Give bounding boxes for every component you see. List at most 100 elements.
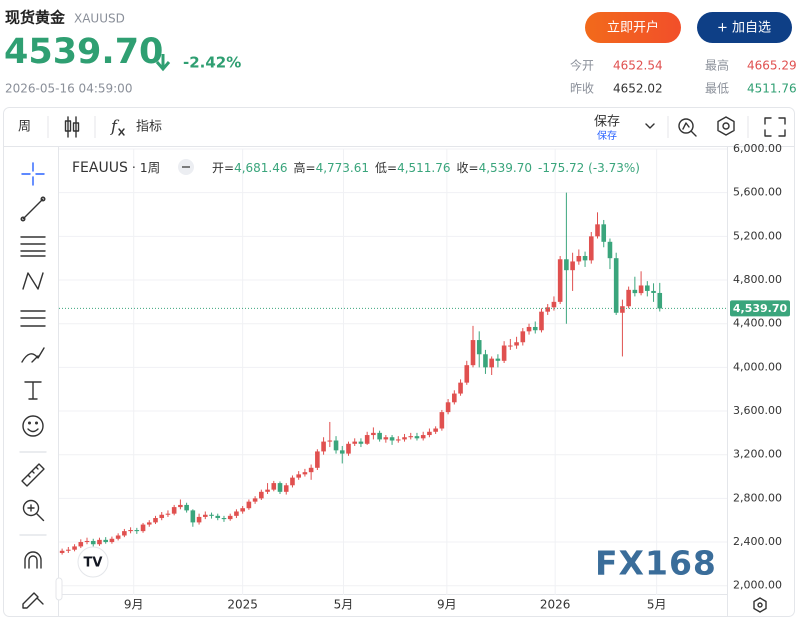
stat-value: 4652.02 xyxy=(613,82,663,96)
stat-value: 4652.54 xyxy=(613,59,663,73)
candle-body xyxy=(346,443,351,454)
candle-body xyxy=(483,354,488,368)
candle-body xyxy=(140,524,146,532)
candle-body xyxy=(240,508,245,512)
settings-icon-center[interactable] xyxy=(722,122,730,130)
candle-icon[interactable] xyxy=(64,116,80,138)
candle-body xyxy=(364,435,370,444)
stat-label: 昨收 xyxy=(570,82,594,96)
candle-body xyxy=(651,290,656,293)
candle-body xyxy=(383,437,389,440)
fullscreen-icon[interactable] xyxy=(764,117,786,137)
save-button[interactable]: 保存 xyxy=(594,115,620,130)
candle-body xyxy=(122,531,127,536)
candle-body xyxy=(489,358,494,368)
y-tick-label: 4,800.00 xyxy=(733,273,782,286)
settings-icon-bottom[interactable] xyxy=(753,597,767,613)
candle-body xyxy=(315,451,320,468)
legend-label: 收= xyxy=(457,161,479,175)
y-tick-label: 2,800.00 xyxy=(733,491,782,504)
candle-body xyxy=(395,439,401,441)
candle-body xyxy=(557,259,563,302)
datetime: 2026-05-16 04:59:00 xyxy=(5,82,132,96)
candle-body xyxy=(184,504,189,511)
candle-body xyxy=(588,236,594,261)
stat-value: 4511.76 xyxy=(747,82,797,96)
down-arrow xyxy=(155,54,171,72)
candle-body xyxy=(520,331,526,343)
add-watch-label[interactable]: + 加自选 xyxy=(717,21,771,36)
candle-body xyxy=(514,342,519,346)
legend-change: -175.72 (-3.73%) xyxy=(538,161,640,175)
candle-body xyxy=(470,340,476,366)
fx-icon[interactable]: f xyxy=(110,117,120,136)
candle-body xyxy=(178,504,183,508)
candle-body xyxy=(508,345,513,347)
candle-body xyxy=(146,522,152,525)
x-tick-label: 2026 xyxy=(540,598,571,612)
candle-body xyxy=(90,540,96,545)
y-tick-label: 2,400.00 xyxy=(733,535,782,548)
candle-body xyxy=(408,436,414,438)
candle-body xyxy=(632,289,638,294)
legend-symbol: FEAUUS xyxy=(72,160,128,176)
settings-icon[interactable] xyxy=(717,116,735,136)
y-tick-label: 5,600.00 xyxy=(733,186,782,199)
candle-body xyxy=(66,549,71,551)
candle-body xyxy=(72,546,77,550)
candle-body xyxy=(134,530,140,532)
candle-body xyxy=(196,516,202,523)
candle-body xyxy=(495,358,501,361)
x-tick-label: 2025 xyxy=(227,598,258,612)
candle-body xyxy=(283,485,289,492)
candle-body xyxy=(296,474,301,478)
x-tick-label: 9月 xyxy=(124,598,144,612)
candle-body xyxy=(657,292,663,309)
change: -2.42% xyxy=(183,54,241,72)
candle-body xyxy=(595,224,600,237)
candle-body xyxy=(601,224,607,242)
candle-body xyxy=(476,340,482,355)
legend-interval: 1周 xyxy=(140,160,160,175)
candle-body xyxy=(302,472,308,475)
candle-body xyxy=(389,437,395,441)
drawing-tools[interactable] xyxy=(19,162,47,609)
candle-body xyxy=(159,514,165,519)
candle-body xyxy=(339,450,345,454)
indicators-button[interactable]: 指标 xyxy=(136,120,162,135)
candle-body xyxy=(290,477,295,486)
candle-body xyxy=(551,301,557,308)
candle-body xyxy=(327,440,333,442)
candle-body xyxy=(78,542,84,547)
tv-logo: TV xyxy=(77,546,109,578)
candle-body xyxy=(532,326,538,331)
scroll-handle[interactable] xyxy=(55,577,63,601)
open-account-label[interactable]: 立即开户 xyxy=(607,20,659,36)
candle-body xyxy=(171,507,177,514)
stat-label: 最高 xyxy=(705,58,729,73)
fx-icon-x[interactable] xyxy=(118,128,125,136)
candle-body xyxy=(277,483,283,492)
save-sub[interactable]: 保存 xyxy=(597,129,617,142)
candle-body xyxy=(59,550,65,553)
candle-body xyxy=(439,412,445,429)
add-watch-button[interactable] xyxy=(697,12,792,43)
candle-body xyxy=(420,435,426,439)
candle-body xyxy=(203,514,208,517)
candle-body xyxy=(539,311,544,331)
save-chevron[interactable] xyxy=(645,123,655,129)
candle-body xyxy=(97,539,102,545)
interval-button[interactable]: 周 xyxy=(18,120,31,135)
alert-icon[interactable] xyxy=(678,118,697,137)
legend-value: 4,773.61 xyxy=(316,161,369,175)
y-tick-label: 4,400.00 xyxy=(733,317,782,330)
open-account-button[interactable] xyxy=(585,12,681,43)
last-price-tag xyxy=(730,300,790,317)
stat-label: 最低 xyxy=(705,82,729,96)
candle-body xyxy=(526,326,532,332)
y-tick-label: 3,200.00 xyxy=(733,448,782,461)
candle-body xyxy=(371,432,376,436)
x-tick-label: 5月 xyxy=(647,598,667,612)
y-tick-label: 2,000.00 xyxy=(733,579,782,592)
